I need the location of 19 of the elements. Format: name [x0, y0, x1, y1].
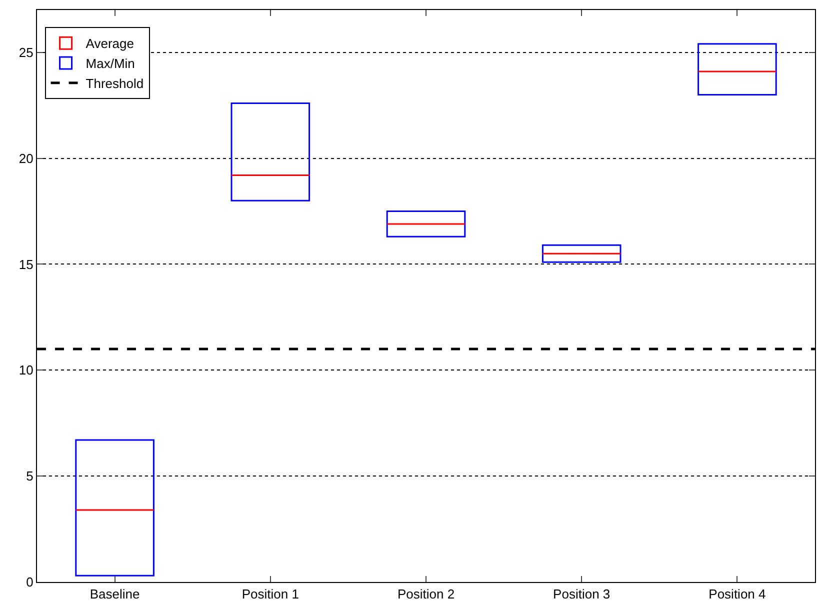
bar	[75, 439, 154, 576]
bar	[698, 43, 777, 96]
x-tick-label: Baseline	[90, 586, 140, 602]
y-tick-label: 5	[26, 468, 34, 484]
y-tick-label: 20	[18, 150, 34, 166]
bar	[230, 102, 310, 202]
x-tick-label: Position 4	[708, 586, 766, 602]
legend-label: Threshold	[86, 76, 144, 91]
legend-label: Average	[86, 36, 134, 52]
y-tick-label: 0	[26, 574, 34, 590]
x-tick-label: Position 3	[553, 586, 610, 602]
x-tick-label: Position 1	[242, 586, 299, 602]
y-tick-label: 15	[18, 256, 34, 272]
bar	[542, 244, 622, 263]
bar	[386, 210, 466, 238]
legend-label: Max/Min	[86, 56, 135, 72]
y-tick-label: 25	[18, 44, 34, 60]
y-tick-label: 10	[18, 362, 34, 378]
x-tick-label: Position 2	[397, 586, 455, 602]
